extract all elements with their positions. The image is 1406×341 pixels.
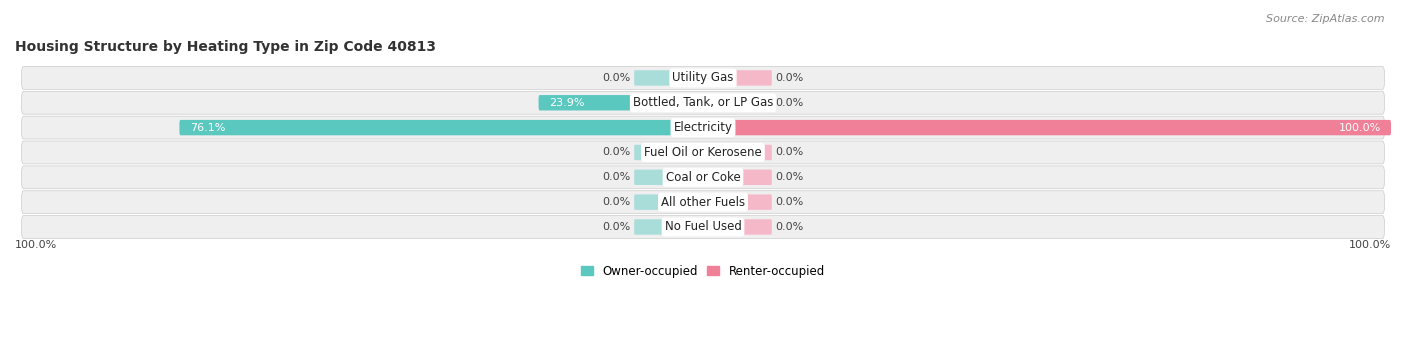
Text: Bottled, Tank, or LP Gas: Bottled, Tank, or LP Gas — [633, 96, 773, 109]
Text: 100.0%: 100.0% — [15, 240, 58, 250]
Text: 0.0%: 0.0% — [775, 197, 803, 207]
FancyBboxPatch shape — [538, 95, 703, 110]
Text: 76.1%: 76.1% — [190, 123, 225, 133]
FancyBboxPatch shape — [703, 120, 1391, 135]
Text: Coal or Coke: Coal or Coke — [665, 171, 741, 184]
FancyBboxPatch shape — [180, 120, 703, 135]
FancyBboxPatch shape — [634, 70, 703, 86]
Text: 0.0%: 0.0% — [775, 222, 803, 232]
FancyBboxPatch shape — [21, 91, 1385, 114]
FancyBboxPatch shape — [21, 141, 1385, 164]
FancyBboxPatch shape — [21, 66, 1385, 89]
FancyBboxPatch shape — [703, 95, 772, 110]
FancyBboxPatch shape — [634, 145, 703, 160]
Text: No Fuel Used: No Fuel Used — [665, 221, 741, 234]
FancyBboxPatch shape — [703, 70, 772, 86]
FancyBboxPatch shape — [703, 194, 772, 210]
FancyBboxPatch shape — [703, 145, 772, 160]
FancyBboxPatch shape — [21, 166, 1385, 189]
Text: Utility Gas: Utility Gas — [672, 71, 734, 85]
Text: 0.0%: 0.0% — [603, 73, 631, 83]
Text: Electricity: Electricity — [673, 121, 733, 134]
Text: 0.0%: 0.0% — [603, 197, 631, 207]
Text: 0.0%: 0.0% — [603, 147, 631, 158]
Text: Source: ZipAtlas.com: Source: ZipAtlas.com — [1267, 14, 1385, 24]
Text: 100.0%: 100.0% — [1348, 240, 1391, 250]
Text: All other Fuels: All other Fuels — [661, 196, 745, 209]
FancyBboxPatch shape — [634, 194, 703, 210]
FancyBboxPatch shape — [634, 169, 703, 185]
Text: 0.0%: 0.0% — [775, 172, 803, 182]
Text: 0.0%: 0.0% — [603, 172, 631, 182]
Text: 0.0%: 0.0% — [775, 98, 803, 108]
Text: Fuel Oil or Kerosene: Fuel Oil or Kerosene — [644, 146, 762, 159]
FancyBboxPatch shape — [703, 169, 772, 185]
Text: Housing Structure by Heating Type in Zip Code 40813: Housing Structure by Heating Type in Zip… — [15, 40, 436, 54]
Text: 0.0%: 0.0% — [775, 147, 803, 158]
Text: 23.9%: 23.9% — [548, 98, 585, 108]
Text: 0.0%: 0.0% — [603, 222, 631, 232]
FancyBboxPatch shape — [21, 116, 1385, 139]
FancyBboxPatch shape — [703, 219, 772, 235]
FancyBboxPatch shape — [21, 216, 1385, 238]
FancyBboxPatch shape — [21, 191, 1385, 213]
FancyBboxPatch shape — [634, 219, 703, 235]
Text: 0.0%: 0.0% — [775, 73, 803, 83]
Legend: Owner-occupied, Renter-occupied: Owner-occupied, Renter-occupied — [576, 260, 830, 282]
Text: 100.0%: 100.0% — [1339, 123, 1381, 133]
